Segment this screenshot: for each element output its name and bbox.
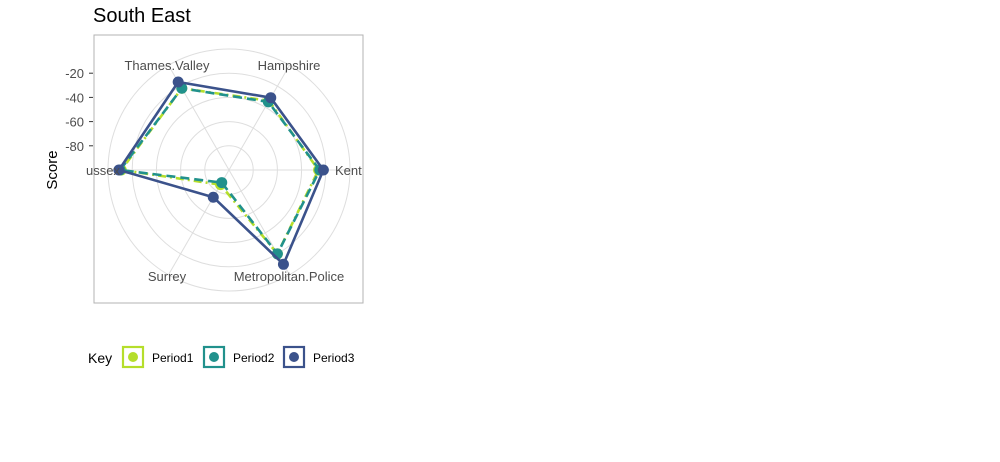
series-line-period3 (117, 80, 325, 266)
data-point-period3 (317, 164, 329, 176)
data-point-period3 (207, 191, 219, 203)
legend-key-dot (128, 352, 138, 362)
category-label-surrey: Surrey (148, 269, 187, 284)
data-point-period3 (277, 258, 289, 270)
legend-label-period3: Period3 (313, 351, 355, 365)
r-tick-label: -60 (65, 115, 84, 130)
plot-panel (93, 34, 364, 304)
category-label-thames-valley: Thames.Valley (124, 58, 210, 73)
r-tick-label: -20 (65, 66, 84, 81)
r-tick-label: -40 (65, 90, 84, 105)
data-point-period3 (113, 164, 125, 176)
category-label-sussex: ussex (86, 163, 120, 178)
legend: Key Period1 Period2 Period3 (88, 345, 355, 369)
legend-label-period2: Period2 (233, 351, 275, 365)
category-label-hampshire: Hampshire (258, 58, 321, 73)
category-label-kent: Kent (335, 163, 362, 178)
data-point-period3 (172, 76, 184, 88)
legend-label-period1: Period1 (152, 351, 194, 365)
legend-title: Key (88, 350, 112, 366)
data-point-period3 (265, 92, 277, 104)
y-axis-label: Score (44, 150, 61, 189)
legend-key-dot (209, 352, 219, 362)
legend-key-dot (289, 352, 299, 362)
grid-spoke (228, 64, 290, 171)
category-label-metropolitan-police: Metropolitan.Police (234, 269, 345, 284)
chart-title: South East (93, 5, 191, 27)
r-tick-label: -80 (65, 139, 84, 154)
data-point-period2 (216, 177, 228, 189)
